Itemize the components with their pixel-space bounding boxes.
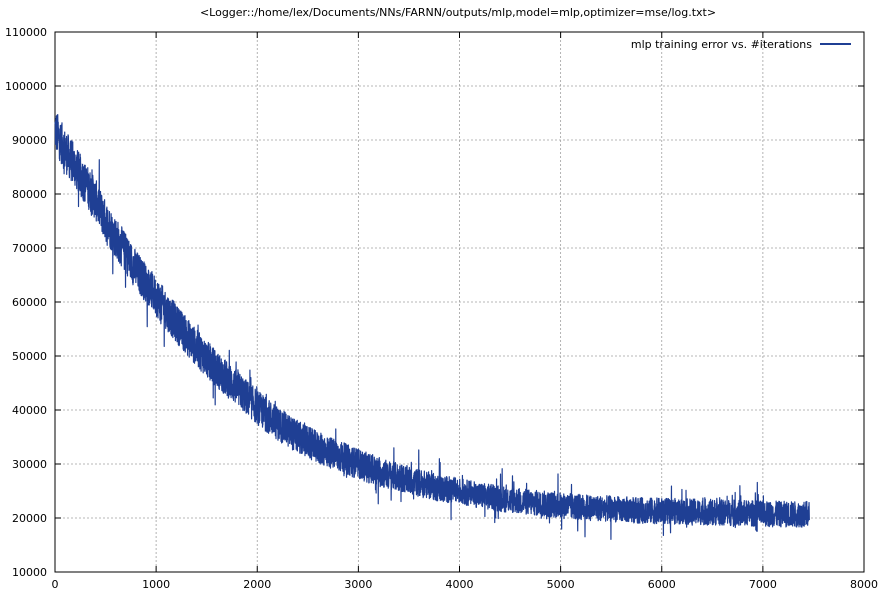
axes: 0 1000 2000 3000 4000 5000 6000 7000 8000 10000 20… (5, 26, 878, 591)
x-tick-label: 1000 (142, 578, 170, 591)
x-tick-label: 3000 (344, 578, 372, 591)
legend: mlp training error vs. #iterations (631, 38, 851, 51)
legend-label: mlp training error vs. #iterations (631, 38, 812, 51)
y-tick-label: 20000 (12, 512, 47, 525)
y-tick-label: 90000 (12, 134, 47, 147)
y-tick-label: 100000 (5, 80, 47, 93)
series-layer (54, 114, 810, 540)
y-tick-label: 30000 (12, 458, 47, 471)
chart-title: <Logger::/home/lex/Documents/NNs/FARNN/o… (200, 6, 716, 19)
x-tick-label: 4000 (446, 578, 474, 591)
y-tick-label: 50000 (12, 350, 47, 363)
x-tick-label: 6000 (648, 578, 676, 591)
y-tick-label: 70000 (12, 242, 47, 255)
x-tick-label: 5000 (547, 578, 575, 591)
series-line (54, 114, 810, 540)
x-tick-label: 8000 (850, 578, 878, 591)
y-tick-label: 10000 (12, 566, 47, 579)
x-tick-label: 2000 (243, 578, 271, 591)
plot-frame (54, 31, 865, 573)
y-tick-label: 110000 (5, 26, 47, 39)
y-tick-label: 80000 (12, 188, 47, 201)
x-tick-label: 0 (52, 578, 59, 591)
grid (55, 32, 864, 572)
x-tick-label: 7000 (749, 578, 777, 591)
y-tick-label: 40000 (12, 404, 47, 417)
y-tick-label: 60000 (12, 296, 47, 309)
